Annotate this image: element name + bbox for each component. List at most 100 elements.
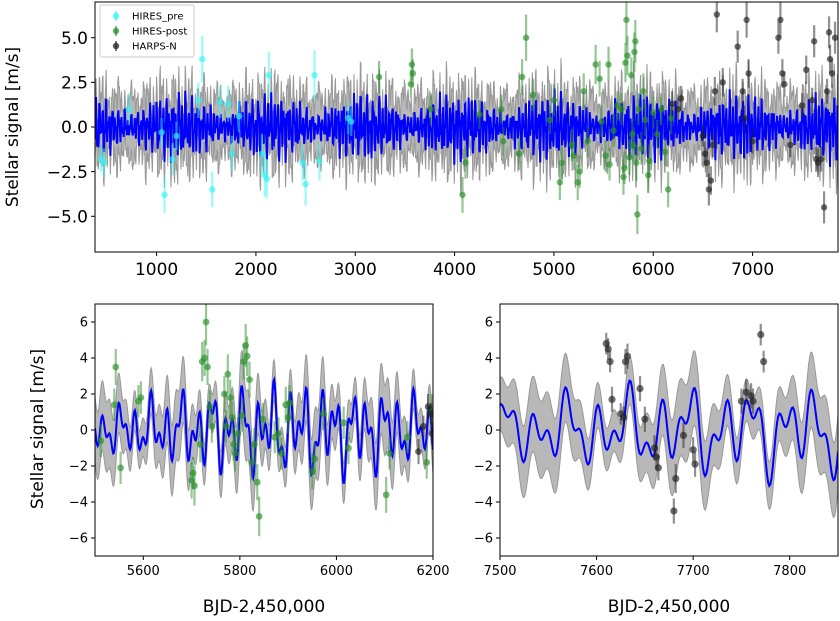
zoom-left-point [208,423,216,430]
panel-zoom-right: 7500 7600 7700 7800 −6 −4 −2 0 2 4 6 BJD-2,450,000 [474,303,839,617]
zoom-right-x-tick-label: 7600 [580,564,613,579]
full-point [654,130,661,138]
full-point [734,43,741,50]
full-series-hires_post [375,2,675,235]
full-point [546,116,554,124]
zoom-right-y-tick-label: −4 [474,496,493,511]
full-point [640,88,647,95]
zoom-left-point [97,437,105,445]
zoom-right-point [760,358,768,366]
full-point [216,98,224,106]
full-point [169,155,176,163]
zoom-left-point [234,430,242,437]
zoom-left-point [248,459,256,466]
zoom-right-x-tick-label: 7700 [677,564,710,579]
zoom-left-point [250,441,258,448]
full-point [209,186,216,193]
full-point [556,179,564,186]
full-point [462,159,469,166]
zoom-right-point [620,413,628,421]
full-point [630,141,637,149]
full-point [258,150,266,157]
zoom-right-y-tick-label: 0 [485,424,493,439]
full-point [626,154,633,161]
full-point [642,116,649,124]
zoom-right-point [623,352,632,360]
zoom-right-point [737,397,746,405]
zoom-left-plot-area: 5600 5800 6000 6200 −6 −4 −2 0 2 4 6 [69,303,450,579]
zoom-left-point [243,352,251,360]
full-point [518,73,526,81]
full-point [263,175,271,182]
full-point [699,132,707,140]
zoom-right-point [672,475,680,483]
zoom-left-y-tick-label: −4 [69,496,88,511]
full-point [650,109,657,116]
full-point [646,157,653,165]
legend-box [99,4,195,58]
zoom-right-x-tick-label: 7800 [773,564,806,579]
full-point [605,61,612,68]
full-point [803,66,810,74]
zoom-right-y-tick-label: 6 [485,316,493,331]
full-point [100,159,108,166]
full-x-tick-label: 6000 [632,260,675,280]
full-point [476,111,483,118]
legend-marker [112,42,120,50]
zoom-right-x-tick-label: 7500 [483,564,516,579]
full-point [623,16,630,24]
full-y-tick-label: −2.5 [47,163,88,183]
panel-zoom-left: 5600 5800 6000 6200 −6 −4 −2 0 2 4 6 Stellar signa… [28,303,450,617]
zoom-right-x-axis-label: BJD-2,450,000 [608,597,730,617]
zoom-left-point [275,430,282,437]
zoom-left-point [222,423,230,430]
full-point [743,16,750,24]
zoom-left-point [226,394,234,401]
zoom-left-point [255,513,263,520]
full-point [427,105,434,113]
full-point [808,97,816,104]
zoom-left-point [246,376,253,383]
zoom-left-point [311,455,319,463]
full-point [610,127,617,134]
full-point [409,70,417,77]
full-point [831,34,838,41]
full-point [375,73,383,81]
full-point [745,70,752,77]
zoom-left-series-harps_n [415,394,433,465]
full-point [592,61,599,68]
full-point [709,141,717,149]
full-series-harps_n [668,2,838,224]
zoom-right-point [691,460,699,468]
legend-label: HARPS-N [132,42,177,53]
full-x-tick-label: 4000 [433,260,476,280]
zoom-left-x-tick-label: 6200 [416,564,449,579]
full-point [707,177,715,184]
full-point [739,88,746,95]
zoom-right-point [641,415,649,423]
zoom-left-y-tick-label: −6 [69,532,88,547]
full-point [634,211,641,218]
zoom-left-point [319,410,327,418]
full-point [741,114,748,122]
full-point [677,95,685,102]
full-point [628,72,635,79]
zoom-right-point [679,431,688,439]
full-point [823,88,831,95]
full-point [580,88,587,95]
full-point [632,38,639,45]
full-point [799,102,806,109]
full-point [657,105,665,113]
full-clipped [95,2,838,235]
zoom-right-point [689,446,697,454]
full-point [828,70,836,77]
zoom-left-y-tick-label: 4 [80,352,88,367]
full-point [195,97,202,104]
full-point [624,52,631,59]
full-point [522,34,530,41]
full-point [781,80,788,88]
legend-marker [112,12,120,20]
zoom-left-point [191,482,198,490]
zoom-left-point [419,423,427,430]
